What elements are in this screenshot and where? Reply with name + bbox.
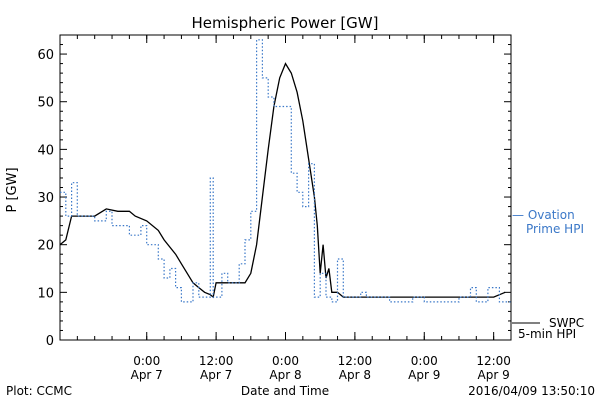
y-tick-label: 10 (37, 286, 54, 301)
series-layer (59, 39, 511, 303)
x-tick-label-time: 12:00 (338, 354, 373, 368)
footer-right: 2016/04/09 13:50:10 (468, 384, 595, 398)
y-tick-label: 0 (46, 334, 54, 349)
legend-swpc-line1: SWPC (549, 316, 584, 330)
y-tick-label: 30 (37, 191, 54, 206)
y-tick-label: 50 (37, 96, 54, 111)
x-tick-label-time: 0:00 (272, 354, 299, 368)
x-tick-label-date: Apr 7 (131, 368, 163, 382)
y-axis-ticks: 0 10 20 30 40 50 60 (37, 44, 511, 349)
x-tick-label-time: 12:00 (476, 354, 511, 368)
x-tick-label-time: 12:00 (199, 354, 234, 368)
y-tick-label: 20 (37, 239, 54, 254)
x-tick-label-date: Apr 8 (339, 368, 371, 382)
series-line-ovation (60, 39, 511, 303)
legend-ovation: — Ovation Prime HPI (512, 208, 584, 236)
x-tick-label-date: Apr 8 (269, 368, 301, 382)
x-tick-label-time: 0:00 (133, 354, 160, 368)
legend-ovation-line1: — Ovation (512, 208, 575, 222)
x-tick-label-date: Apr 9 (408, 368, 440, 382)
x-tick-label-date: Apr 9 (478, 368, 510, 382)
chart-title: Hemispheric Power [GW] (192, 14, 379, 32)
y-axis-label: P [GW] (5, 167, 20, 212)
legend-ovation-line2: Prime HPI (526, 222, 584, 236)
legend-swpc: SWPC 5-min HPI (512, 316, 584, 341)
series-line-swpc (59, 62, 506, 299)
footer-center: Date and Time (241, 384, 329, 398)
legend-swpc-line2: 5-min HPI (518, 327, 576, 341)
plot-frame (59, 34, 512, 341)
footer-left: Plot: CCMC (6, 384, 72, 398)
x-tick-label-time: 0:00 (411, 354, 438, 368)
y-tick-label: 60 (37, 48, 54, 63)
x-tick-label-date: Apr 7 (200, 368, 232, 382)
y-tick-label: 40 (37, 143, 54, 158)
